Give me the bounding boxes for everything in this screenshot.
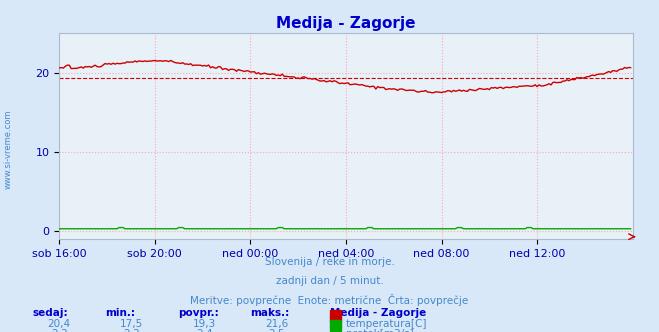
Text: 2,3: 2,3 [51,329,68,332]
Text: temperatura[C]: temperatura[C] [346,319,428,329]
Text: zadnji dan / 5 minut.: zadnji dan / 5 minut. [275,276,384,286]
Text: sedaj:: sedaj: [33,308,69,318]
Text: 19,3: 19,3 [192,319,216,329]
Text: povpr.:: povpr.: [178,308,219,318]
Text: www.si-vreme.com: www.si-vreme.com [3,110,13,189]
Title: Medija - Zagorje: Medija - Zagorje [276,16,416,31]
Text: min.:: min.: [105,308,136,318]
Text: Medija - Zagorje: Medija - Zagorje [330,308,426,318]
Text: maks.:: maks.: [250,308,290,318]
Text: pretok[m3/s]: pretok[m3/s] [346,329,414,332]
Text: 21,6: 21,6 [265,319,289,329]
Text: 17,5: 17,5 [120,319,144,329]
Text: Meritve: povprečne  Enote: metrične  Črta: povprečje: Meritve: povprečne Enote: metrične Črta:… [190,294,469,306]
Text: 2,3: 2,3 [123,329,140,332]
Text: Slovenija / reke in morje.: Slovenija / reke in morje. [264,257,395,267]
Text: 2,4: 2,4 [196,329,213,332]
Text: 2,5: 2,5 [268,329,285,332]
Text: 20,4: 20,4 [47,319,71,329]
